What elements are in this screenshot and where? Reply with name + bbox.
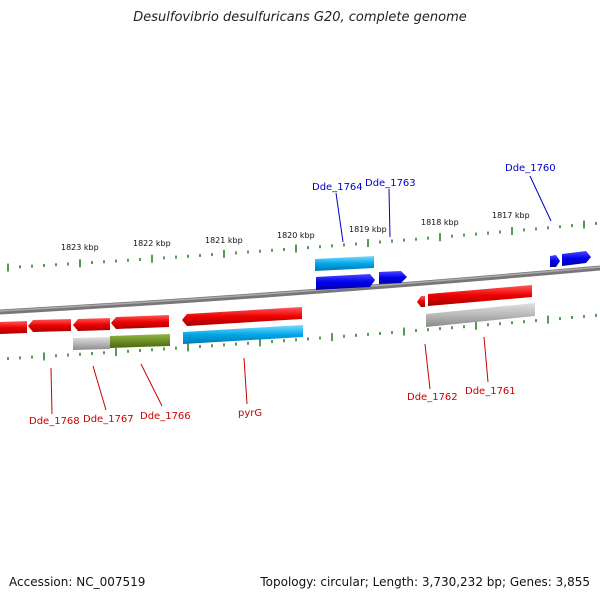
callout-line-dde-1761 [483, 336, 489, 383]
callout-line-dde-1768 [50, 367, 53, 415]
genome-backbone-highlight [0, 266, 600, 312]
gene-dde-1766[interactable] [111, 315, 169, 329]
scale-label-1823: 1823 kbp [61, 243, 99, 252]
callout-line-dde-1763 [388, 188, 391, 238]
callout-line-dde-1767 [92, 365, 107, 411]
gene-dde-1764-rna[interactable] [315, 256, 374, 271]
callout-line-dde-1764 [335, 192, 344, 243]
scale-label-1822: 1822 kbp [133, 239, 171, 248]
label-dde-1768[interactable]: Dde_1768 [29, 416, 80, 427]
callout-line-pyrg [243, 357, 248, 405]
scale-label-1821: 1821 kbp [205, 236, 243, 245]
gene-pyrg[interactable] [182, 307, 302, 326]
top-scale-ticks [7, 220, 597, 272]
gene-dde-1760[interactable] [562, 251, 591, 266]
callout-line-dde-1766 [140, 363, 163, 407]
label-dde-1762[interactable]: Dde_1762 [407, 392, 458, 403]
callout-line-dde-1760 [529, 175, 552, 222]
map-title: Desulfovibrio desulfuricans G20, complet… [133, 10, 467, 25]
gene-dde-1761[interactable] [428, 285, 532, 306]
label-pyrg[interactable]: pyrG [238, 408, 262, 419]
scale-label-1818: 1818 kbp [421, 218, 459, 227]
gene-dde-1762-arrow[interactable] [417, 296, 425, 307]
feature-dde-1762-grey[interactable] [426, 303, 535, 327]
label-dde-1763[interactable]: Dde_1763 [365, 178, 416, 189]
gene-dde-1764[interactable] [316, 274, 375, 290]
label-dde-1761[interactable]: Dde_1761 [465, 386, 516, 397]
gene-dde-1763[interactable] [379, 271, 407, 284]
feature-dde-1767-grey[interactable] [73, 337, 110, 350]
label-dde-1764[interactable]: Dde_1764 [312, 182, 363, 193]
scale-label-1819: 1819 kbp [349, 225, 387, 234]
scale-label-1820: 1820 kbp [277, 231, 315, 240]
bottom-scale-ticks [7, 313, 597, 361]
feature-dde-1766-olive[interactable] [110, 334, 170, 348]
genome-backbone [0, 265, 600, 315]
scale-label-1817: 1817 kbp [492, 211, 530, 220]
gene-pyrg-rna[interactable] [183, 325, 303, 344]
label-dde-1766[interactable]: Dde_1766 [140, 411, 191, 422]
accession-text: Accession: NC_007519 [9, 575, 146, 589]
label-dde-1760[interactable]: Dde_1760 [505, 163, 556, 174]
gene-dde-1768[interactable] [0, 321, 27, 334]
gene-dde-1760-partial[interactable] [550, 255, 560, 267]
callout-line-dde-1762 [424, 343, 431, 390]
label-dde-1767[interactable]: Dde_1767 [83, 414, 134, 425]
gene-dde-1767-a[interactable] [28, 319, 71, 332]
genome-summary-text: Topology: circular; Length: 3,730,232 bp… [260, 575, 590, 589]
gene-dde-1767-b[interactable] [73, 318, 110, 331]
